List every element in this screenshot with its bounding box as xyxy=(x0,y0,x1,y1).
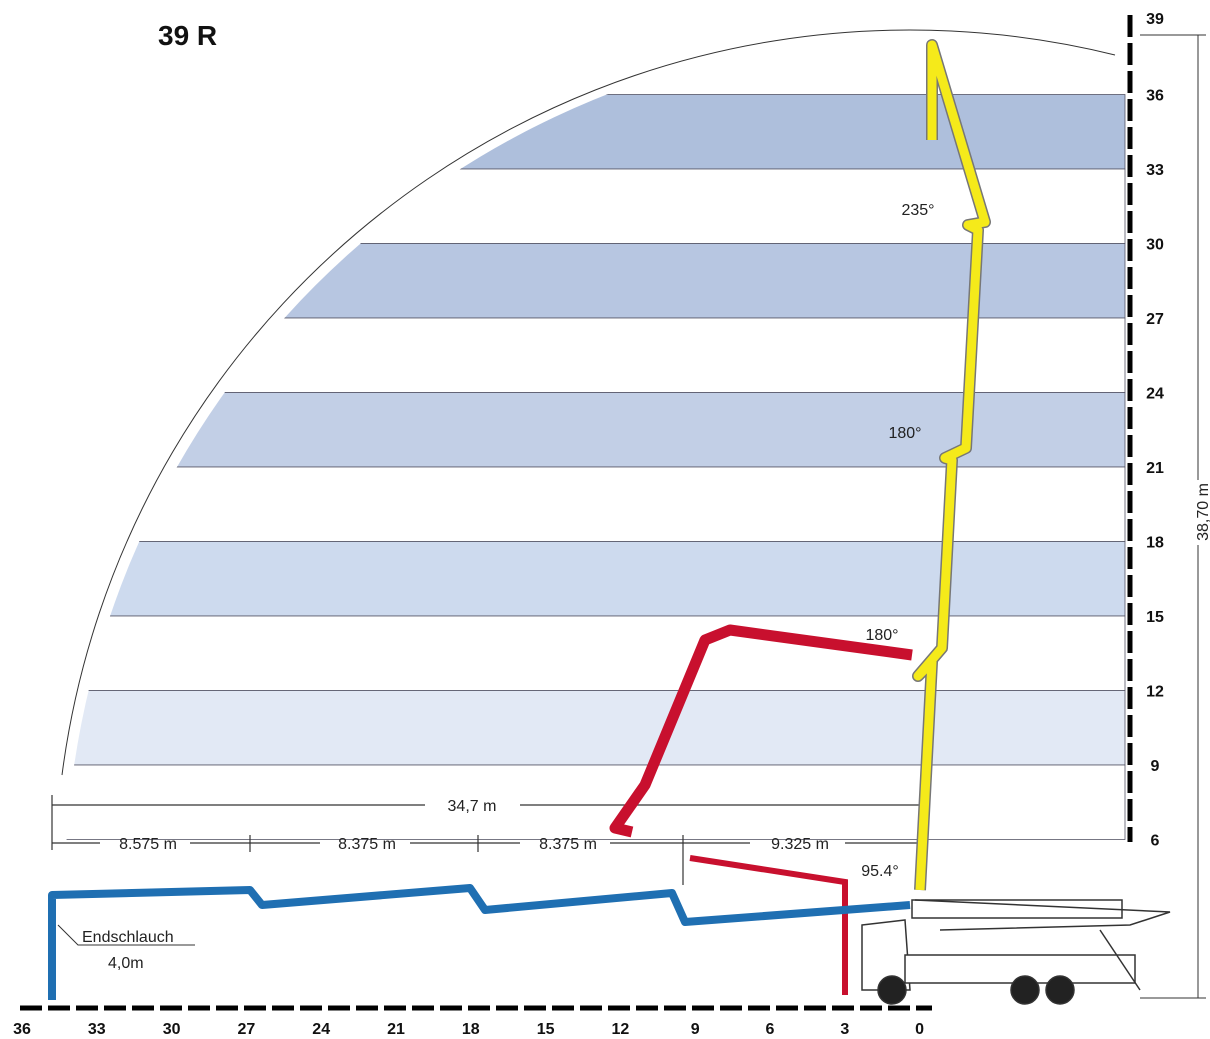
boom-section-label: 9.325 m xyxy=(771,836,829,853)
band xyxy=(65,541,1126,617)
reach-tick-label: 33 xyxy=(88,1021,106,1038)
reach-tick-label: 3 xyxy=(840,1021,849,1038)
max-reach-label: 34,7 m xyxy=(448,798,497,815)
truck xyxy=(861,899,1171,1005)
blue-boom xyxy=(48,884,911,1000)
reach-tick-label: 36 xyxy=(13,1021,31,1038)
angle-label: 180° xyxy=(888,425,921,442)
band xyxy=(65,690,1126,766)
angle-label: 235° xyxy=(901,202,934,219)
yellow-boom xyxy=(912,39,991,891)
band xyxy=(65,615,1126,691)
end-hose-length: 4,0m xyxy=(108,955,144,972)
height-tick-label: 24 xyxy=(1146,386,1164,403)
band xyxy=(65,243,1126,319)
reach-tick-label: 21 xyxy=(387,1021,405,1038)
angle-label: 180° xyxy=(865,627,898,644)
height-tick-label: 36 xyxy=(1146,88,1164,105)
reach-tick-label: 12 xyxy=(612,1021,630,1038)
height-tick-label: 33 xyxy=(1146,162,1164,179)
angle-label: 95.4° xyxy=(861,863,899,880)
height-tick-label: 6 xyxy=(1151,833,1160,850)
reach-arc xyxy=(61,29,1116,776)
height-tick-label: 27 xyxy=(1146,311,1164,328)
end-hose-label: Endschlauch xyxy=(82,929,174,946)
height-tick-label: 21 xyxy=(1146,460,1164,477)
title: 39 R xyxy=(158,20,217,51)
height-scale: 39 36 33 30 27 24 21 18 15 12 9 6 xyxy=(1146,11,1164,850)
reach-tick-label: 9 xyxy=(691,1021,700,1038)
reach-dimension xyxy=(51,795,920,885)
boom-section-label: 8.375 m xyxy=(539,836,597,853)
band xyxy=(65,317,1126,393)
height-tick-label: 9 xyxy=(1151,758,1160,775)
height-tick-label: 12 xyxy=(1146,684,1164,701)
hose-leader xyxy=(57,924,195,946)
band xyxy=(65,168,1126,244)
reach-tick-label: 15 xyxy=(537,1021,555,1038)
reach-tick-label: 18 xyxy=(462,1021,480,1038)
height-tick-label: 15 xyxy=(1146,609,1164,626)
reach-tick-label: 27 xyxy=(238,1021,256,1038)
reach-tick-label: 30 xyxy=(163,1021,181,1038)
reach-scale: 36 33 30 27 24 21 18 15 12 9 6 3 0 xyxy=(13,1021,924,1038)
boom-section-label: 8.375 m xyxy=(338,836,396,853)
red-boom xyxy=(609,624,913,995)
height-tick-label: 30 xyxy=(1146,237,1164,254)
height-tick-label: 18 xyxy=(1146,535,1164,552)
band xyxy=(65,764,1126,840)
reach-tick-label: 0 xyxy=(915,1021,924,1038)
max-height-label: 38,70 m xyxy=(1195,483,1210,541)
boom-section-label: 8.575 m xyxy=(119,836,177,853)
height-tick-label: 39 xyxy=(1146,11,1164,28)
reach-tick-label: 6 xyxy=(766,1021,775,1038)
height-dimension xyxy=(1140,34,1206,999)
reach-tick-label: 24 xyxy=(312,1021,330,1038)
